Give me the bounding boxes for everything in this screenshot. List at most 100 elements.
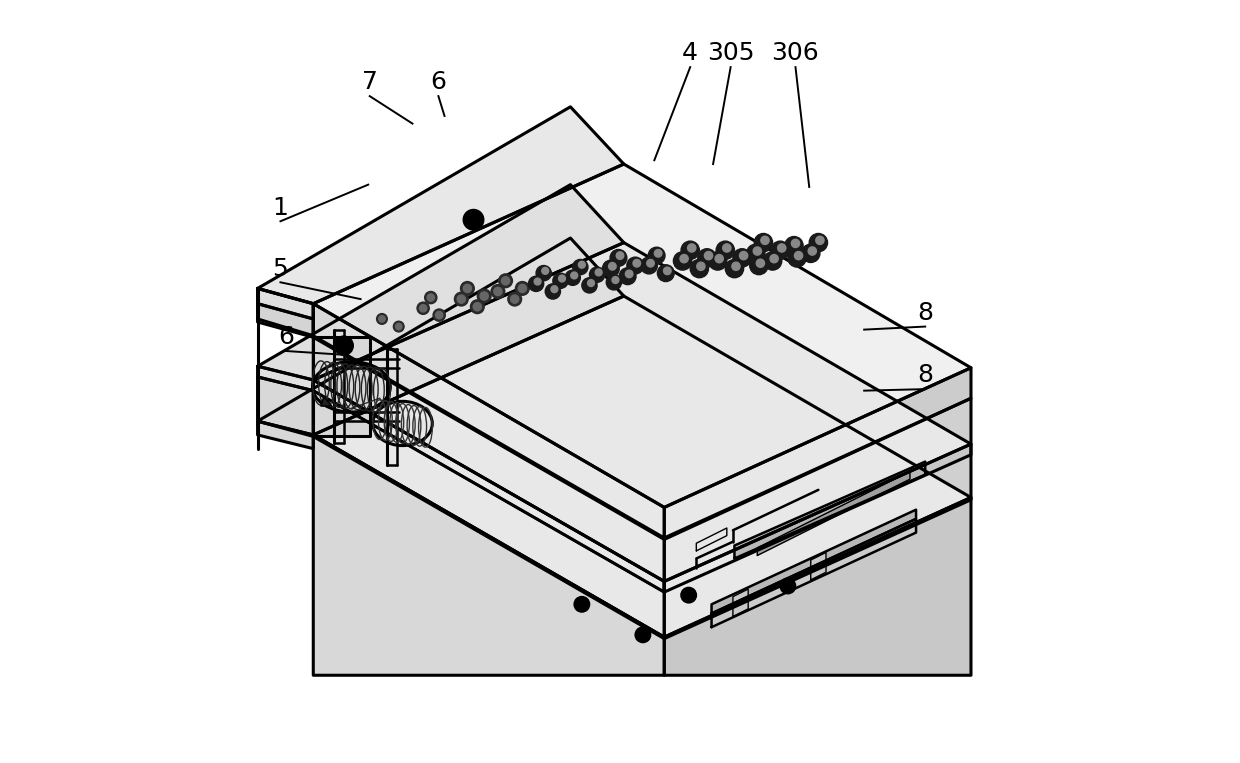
Polygon shape xyxy=(734,462,925,559)
Circle shape xyxy=(641,257,657,274)
Circle shape xyxy=(761,237,769,244)
Circle shape xyxy=(647,259,655,267)
Circle shape xyxy=(570,272,578,279)
Circle shape xyxy=(609,262,616,270)
Circle shape xyxy=(750,256,768,275)
Circle shape xyxy=(616,252,624,259)
Circle shape xyxy=(494,288,502,295)
Circle shape xyxy=(551,286,558,293)
Circle shape xyxy=(816,237,825,244)
Circle shape xyxy=(756,259,765,267)
Polygon shape xyxy=(314,296,971,637)
Text: 306: 306 xyxy=(771,41,820,66)
Circle shape xyxy=(508,292,522,306)
Polygon shape xyxy=(258,185,624,380)
Circle shape xyxy=(582,278,598,293)
Polygon shape xyxy=(712,510,916,613)
Circle shape xyxy=(427,294,434,301)
Polygon shape xyxy=(733,589,748,617)
Circle shape xyxy=(785,237,804,255)
Circle shape xyxy=(698,249,717,267)
Polygon shape xyxy=(697,528,727,551)
Polygon shape xyxy=(314,435,665,675)
Circle shape xyxy=(435,311,443,319)
Circle shape xyxy=(588,280,594,287)
Polygon shape xyxy=(665,398,971,639)
Circle shape xyxy=(458,295,465,303)
Polygon shape xyxy=(665,444,971,592)
Polygon shape xyxy=(258,304,314,337)
Circle shape xyxy=(518,285,527,292)
Circle shape xyxy=(801,244,820,262)
Circle shape xyxy=(663,267,671,275)
Circle shape xyxy=(657,265,675,282)
Circle shape xyxy=(454,292,469,306)
Circle shape xyxy=(632,259,641,267)
Circle shape xyxy=(739,252,748,259)
Circle shape xyxy=(708,252,727,270)
Circle shape xyxy=(771,241,790,259)
Circle shape xyxy=(681,241,699,259)
Circle shape xyxy=(595,269,603,276)
Circle shape xyxy=(733,249,751,267)
Polygon shape xyxy=(258,238,624,435)
Circle shape xyxy=(417,302,429,314)
Circle shape xyxy=(424,291,436,304)
Circle shape xyxy=(534,278,541,285)
Text: 1: 1 xyxy=(273,195,289,220)
Circle shape xyxy=(377,314,387,324)
Circle shape xyxy=(460,282,474,295)
Circle shape xyxy=(433,309,445,321)
Circle shape xyxy=(335,336,353,355)
Circle shape xyxy=(396,324,402,330)
Polygon shape xyxy=(314,337,370,436)
Circle shape xyxy=(688,244,696,252)
Circle shape xyxy=(746,244,765,262)
Circle shape xyxy=(516,282,529,295)
Circle shape xyxy=(787,249,806,267)
Circle shape xyxy=(573,259,588,275)
Circle shape xyxy=(393,321,404,332)
Circle shape xyxy=(589,267,605,282)
Text: 4: 4 xyxy=(682,41,698,66)
Text: 305: 305 xyxy=(707,41,754,66)
Circle shape xyxy=(649,247,665,264)
Circle shape xyxy=(680,255,688,262)
Text: 8: 8 xyxy=(918,301,934,325)
Circle shape xyxy=(715,255,723,262)
Polygon shape xyxy=(258,288,314,336)
Text: 8: 8 xyxy=(918,363,934,388)
Circle shape xyxy=(542,268,548,275)
Circle shape xyxy=(795,252,802,259)
Circle shape xyxy=(491,285,505,298)
Circle shape xyxy=(808,247,816,255)
Circle shape xyxy=(565,270,580,285)
Circle shape xyxy=(474,303,481,311)
Circle shape xyxy=(464,285,471,292)
Circle shape xyxy=(511,295,518,303)
Circle shape xyxy=(378,316,386,322)
Polygon shape xyxy=(665,368,971,538)
Polygon shape xyxy=(314,380,665,592)
Polygon shape xyxy=(258,288,314,319)
Circle shape xyxy=(480,292,489,300)
Circle shape xyxy=(610,250,627,266)
Circle shape xyxy=(470,300,484,314)
Circle shape xyxy=(477,289,491,303)
Polygon shape xyxy=(665,497,971,675)
Circle shape xyxy=(723,244,730,252)
Polygon shape xyxy=(314,337,665,639)
Circle shape xyxy=(777,244,786,252)
Polygon shape xyxy=(758,472,910,555)
Circle shape xyxy=(770,255,779,262)
Circle shape xyxy=(691,259,708,278)
Circle shape xyxy=(574,597,589,612)
Circle shape xyxy=(627,257,644,274)
Text: 7: 7 xyxy=(362,70,378,95)
Polygon shape xyxy=(258,421,314,449)
Polygon shape xyxy=(314,304,665,538)
Circle shape xyxy=(780,578,796,594)
Circle shape xyxy=(619,268,636,285)
Text: 5: 5 xyxy=(273,256,289,281)
Circle shape xyxy=(725,259,744,278)
